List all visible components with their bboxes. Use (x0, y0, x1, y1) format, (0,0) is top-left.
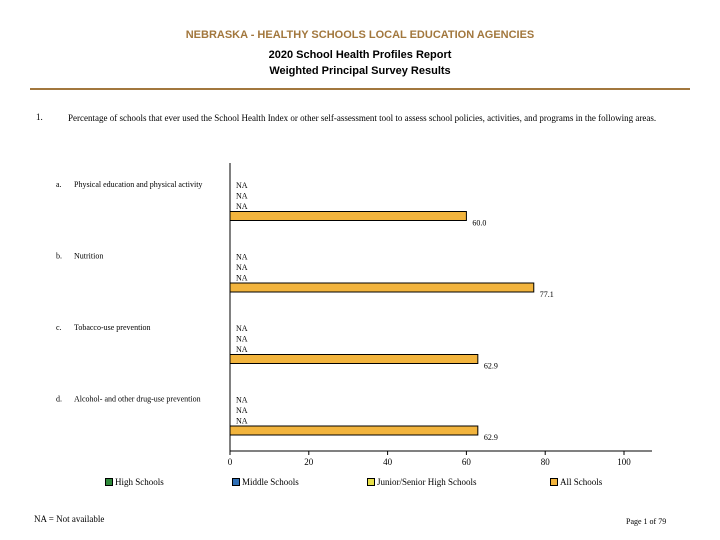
bar-all-schools (229, 354, 479, 364)
na-label: NA (236, 274, 248, 283)
category-letter: b. (56, 252, 62, 261)
category-letter: c. (56, 323, 62, 332)
legend-label-junior-senior: Junior/Senior High Schools (377, 477, 477, 487)
na-label: NA (236, 192, 248, 201)
question-text: Percentage of schools that ever used the… (68, 113, 657, 123)
na-label: NA (236, 396, 248, 405)
category-letter: a. (56, 180, 62, 189)
legend-swatch-high-schools (105, 478, 113, 486)
category-label: Nutrition (74, 252, 103, 261)
bar-chart: 0 20 40 60 80 100 a. Physical education and phy… (56, 163, 652, 467)
legend-item-junior-senior: Junior/Senior High Schools (367, 477, 477, 487)
data-label: 60.0 (472, 219, 486, 228)
page-number: Page 1 of 79 (626, 517, 667, 526)
bar-all-schools (229, 282, 535, 293)
na-label: NA (236, 253, 248, 262)
x-tick-label: 20 (304, 457, 314, 467)
na-footnote: NA = Not available (34, 514, 105, 524)
category-letter: d. (56, 395, 62, 404)
na-label: NA (236, 345, 248, 354)
x-tick-label: 60 (462, 457, 472, 467)
legend-label-middle-schools: Middle Schools (242, 477, 299, 487)
x-tick-label: 100 (617, 457, 631, 467)
header-divider (30, 88, 690, 90)
na-label: NA (236, 335, 248, 344)
survey-subtitle: Weighted Principal Survey Results (269, 65, 451, 77)
report-subtitle: 2020 School Health Profiles Report (268, 49, 452, 61)
na-label: NA (236, 417, 248, 426)
data-label: 77.1 (540, 290, 554, 299)
data-label: 62.9 (484, 362, 498, 371)
category-label: Tobacco-use prevention (74, 323, 151, 332)
legend-item-all-schools: All Schools (550, 477, 602, 487)
report-title: NEBRASKA - HEALTHY SCHOOLS LOCAL EDUCATI… (185, 29, 535, 41)
legend-label-high-schools: High Schools (115, 477, 164, 487)
legend-swatch-all-schools (550, 478, 558, 486)
na-label: NA (236, 406, 248, 415)
legend-item-middle-schools: Middle Schools (232, 477, 299, 487)
na-label: NA (236, 324, 248, 333)
bar-all-schools (229, 211, 467, 221)
legend-swatch-middle-schools (232, 478, 240, 486)
x-tick-label: 40 (383, 457, 393, 467)
na-label: NA (236, 263, 248, 272)
bar-all-schools (229, 425, 479, 436)
x-tick-label: 80 (541, 457, 551, 467)
category-label: Alcohol- and other drug-use prevention (74, 395, 201, 404)
question-number: 1. (36, 112, 43, 122)
legend-swatch-junior-senior (367, 478, 375, 486)
data-label: 62.9 (484, 433, 498, 442)
legend-label-all-schools: All Schools (560, 477, 603, 487)
na-label: NA (236, 181, 248, 190)
category-label: Physical education and physical activity (74, 180, 202, 189)
x-tick-label: 0 (228, 457, 233, 467)
legend-item-high-schools: High Schools (105, 477, 164, 487)
na-label: NA (236, 202, 248, 211)
